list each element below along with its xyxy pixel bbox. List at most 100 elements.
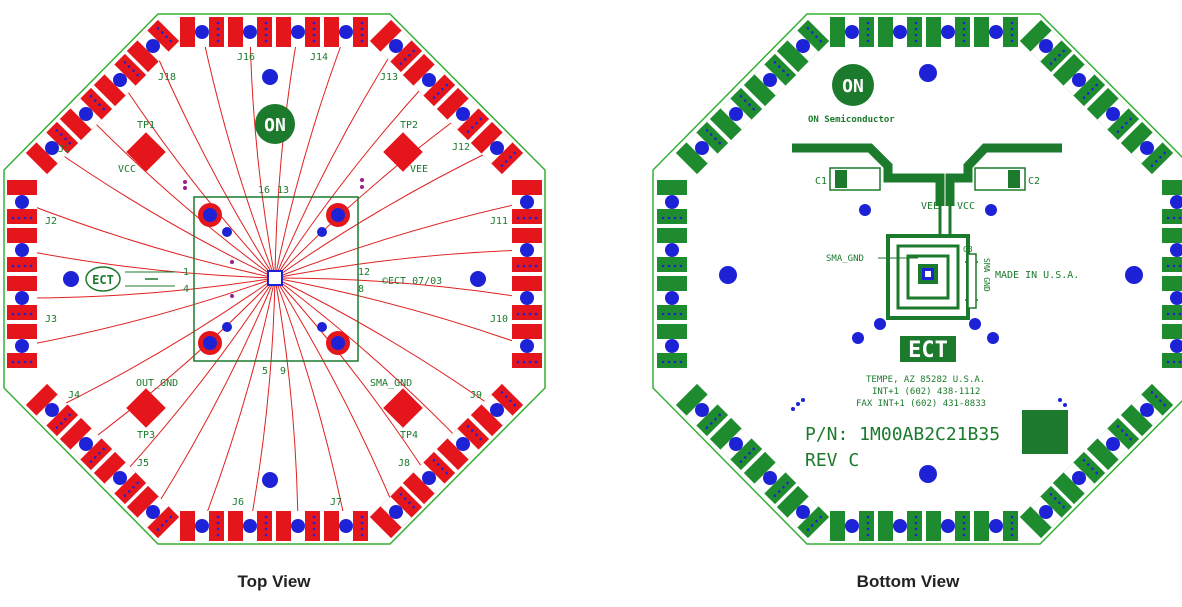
top-pad-7: [276, 511, 320, 541]
bot-label-sma-gnd-vertical: SMA GND: [982, 258, 991, 292]
bottom-pad-1: [830, 17, 874, 47]
bot-address-3: FAX INT+1 (602) 431-8833: [856, 399, 986, 409]
label-j11: J11: [490, 216, 508, 227]
top-pad-15: [512, 276, 542, 320]
bottom-ect-brand: ECT: [900, 336, 956, 363]
trace-11: [21, 277, 276, 299]
trace-22: [274, 79, 430, 279]
top-labels: J18 J16 J14 J13 J1 J12 J2 J11 J3 J10 J4 …: [45, 52, 508, 508]
bot-label-c2: C2: [1028, 176, 1040, 187]
bottom-pad-8: [974, 511, 1018, 541]
label-j2: J2: [45, 216, 57, 227]
bottom-labels: C1 C2 C3 VEE VCC SMA_GND SMA GND MADE IN…: [805, 176, 1079, 471]
label-j4: J4: [68, 390, 80, 401]
label-j18: J18: [158, 72, 176, 83]
top-pad-13: [512, 180, 542, 224]
bottom-pad-12: [657, 324, 687, 368]
pin-12: 12: [358, 267, 370, 278]
top-pad-20: [25, 121, 79, 175]
top-on-logo-text: ON: [264, 115, 286, 136]
bottom-company: ON Semiconductor: [808, 114, 895, 125]
trace-31: [274, 277, 430, 479]
trace-15: [274, 277, 528, 299]
bottom-pad-16: [1162, 324, 1182, 368]
trace-23: [274, 113, 464, 279]
bot-label-sma-gnd: SMA_GND: [826, 254, 864, 264]
bottom-capacitors: [829, 167, 1026, 309]
top-pad-18: [93, 53, 147, 107]
bot-part-number: P/N: 1M00AB2C21B35: [805, 424, 1000, 445]
top-pad-11: [7, 276, 37, 320]
trace-13: [274, 201, 528, 279]
top-pad-8: [324, 511, 368, 541]
trace-2: [249, 31, 276, 279]
top-on-logo: [255, 104, 295, 144]
bottom-pad-23: [1086, 87, 1140, 141]
cap-c3: [967, 253, 977, 309]
trace-10: [21, 249, 276, 279]
label-j6: J6: [232, 497, 244, 508]
label-j5: J5: [137, 458, 149, 469]
bot-address-1: TEMPE, AZ 85282 U.S.A.: [866, 375, 985, 385]
top-ect-mark: [85, 266, 121, 292]
top-pad-25: [25, 383, 79, 437]
bottom-pad-22: [1052, 53, 1106, 107]
bottom-pad-29: [1120, 383, 1174, 437]
trace-3: [274, 31, 299, 279]
top-view: ON ECT J18 J16 J14 J13 J1 J12 J2 J11 J3 …: [3, 13, 546, 545]
label-tp4: TP4: [400, 430, 418, 441]
top-pad-31: [402, 451, 456, 505]
trace-20: [51, 147, 276, 279]
bottom-pad-24: [1120, 121, 1174, 175]
bottom-pad-18: [743, 53, 797, 107]
bottom-pad-13: [1162, 180, 1182, 224]
trace-7: [274, 277, 299, 527]
pin-1: 1: [183, 267, 189, 278]
top-pad-10: [7, 228, 37, 272]
label-tp3: TP3: [137, 430, 155, 441]
top-pad-4: [324, 17, 368, 47]
bottom-pad-10: [657, 228, 687, 272]
top-pad-28: [126, 485, 180, 539]
pin-16: 16: [258, 185, 270, 196]
trace-28: [152, 277, 276, 513]
label-j9: J9: [470, 390, 482, 401]
trace-14: [274, 249, 528, 279]
bottom-pad-20: [675, 121, 729, 175]
label-j13: J13: [380, 72, 398, 83]
bot-address-2: INT+1 (602) 438-1112: [872, 387, 980, 397]
label-j7: J7: [330, 497, 342, 508]
trace-27: [119, 277, 276, 479]
trace-18: [119, 79, 276, 279]
label-j8: J8: [398, 458, 410, 469]
top-pad-17: [126, 19, 180, 73]
bot-label-made-in: MADE IN U.S.A.: [995, 270, 1079, 281]
top-ect-mark-text: ECT: [92, 273, 114, 287]
bottom-pad-4: [974, 17, 1018, 47]
top-pad-32: [369, 485, 423, 539]
label-vcc: VCC: [118, 164, 136, 175]
bottom-pad-19: [709, 87, 763, 141]
label-j12: J12: [452, 142, 470, 153]
bottom-pad-28: [776, 485, 830, 539]
pin-9: 9: [280, 366, 286, 377]
bot-label-c3: C3: [963, 245, 973, 254]
top-pad-14: [512, 228, 542, 272]
bottom-ect-brand-text: ECT: [908, 338, 948, 363]
bottom-pad-31: [1052, 451, 1106, 505]
bottom-pad-15: [1162, 276, 1182, 320]
trace-1: [201, 31, 276, 279]
caption-bottom-view: Bottom View: [856, 572, 960, 591]
top-mount-holes: [198, 203, 350, 355]
bottom-pad-17: [776, 19, 830, 73]
bottom-pad-2: [878, 17, 922, 47]
pin-13: 13: [277, 185, 289, 196]
bottom-pad-32: [1019, 485, 1073, 539]
trace-32: [274, 277, 397, 513]
bottom-on-logo: [832, 64, 874, 106]
trace-9: [21, 201, 276, 279]
bottom-pad-7: [926, 511, 970, 541]
bottom-blue-dots: [719, 64, 1143, 483]
label-j3: J3: [45, 314, 57, 325]
